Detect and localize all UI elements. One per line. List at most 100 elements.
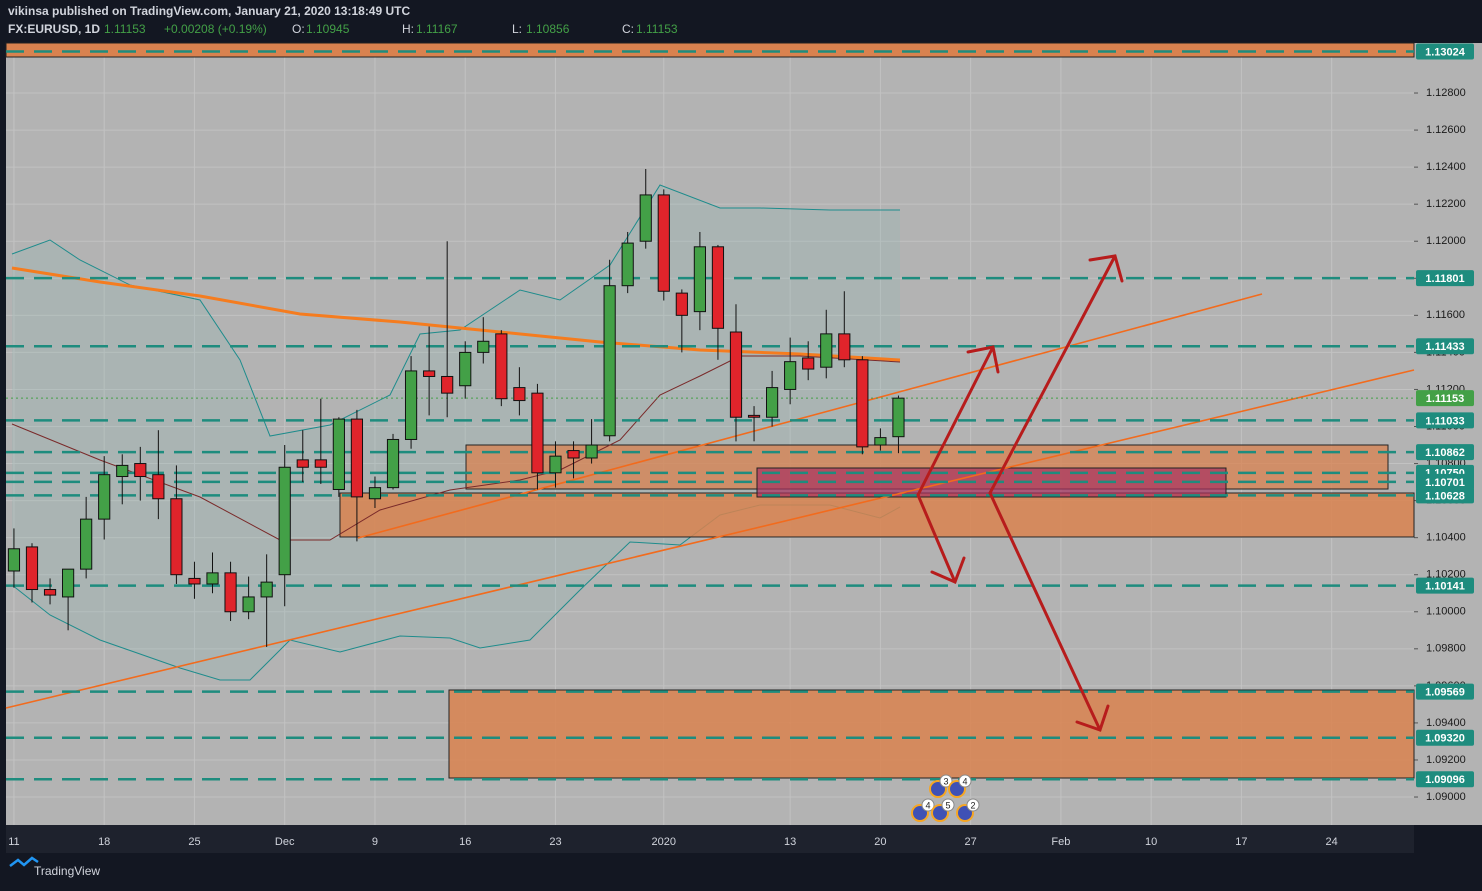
y-tick-label: 1.12600 — [1426, 124, 1466, 136]
ohlc-key: C: — [622, 22, 634, 36]
event-badge — [921, 798, 935, 812]
level-tag — [1416, 771, 1474, 788]
candle-body — [657, 194, 670, 292]
events: 3 4 4 5 2 — [911, 774, 980, 822]
candle-body — [567, 450, 580, 459]
price: 1.11153 — [104, 22, 146, 36]
candle-body — [98, 474, 111, 520]
candle-body — [25, 546, 39, 591]
x-tick-label: 2020 — [652, 836, 676, 848]
candle-body — [549, 455, 562, 474]
candle-body — [170, 498, 183, 576]
candle-body — [152, 474, 165, 500]
event-count: 5 — [945, 800, 950, 810]
candle-body — [260, 581, 273, 598]
y-tick-label: 1.10200 — [1426, 569, 1466, 581]
x-tick-label: 18 — [98, 836, 110, 848]
levels — [6, 50, 1414, 781]
candle-body — [224, 572, 237, 613]
symbol: FX:EURUSD, 1D — [8, 22, 100, 36]
moving-average-200 — [11, 266, 901, 362]
candle-body — [188, 577, 201, 585]
zones — [5, 42, 1415, 779]
candle-body — [242, 596, 255, 613]
candle-body — [802, 357, 815, 370]
y-tick-label: 1.12400 — [1426, 161, 1466, 173]
level-label: 1.09096 — [1425, 774, 1465, 786]
event-count: 4 — [962, 776, 967, 786]
candle-body — [314, 459, 327, 468]
brand: TradingView — [34, 864, 100, 878]
level-label: 1.10701 — [1425, 477, 1465, 489]
last-price-label: 1.11153 — [1426, 393, 1465, 405]
y-tick-label: 1.09400 — [1426, 717, 1466, 729]
candle-body — [495, 333, 508, 400]
y-tick-label: 1.11600 — [1426, 309, 1465, 321]
candle-body — [296, 459, 309, 468]
ohlc-value: 1.10945 — [306, 22, 350, 36]
level-label: 1.11801 — [1425, 273, 1464, 285]
arrow — [916, 345, 1000, 497]
ohlc-value: 1.10856 — [526, 22, 570, 36]
candle-body — [513, 387, 526, 402]
candle-body — [874, 437, 887, 446]
candle-body — [639, 194, 652, 242]
level-label: 1.10862 — [1425, 447, 1465, 459]
arrow — [988, 254, 1124, 495]
trend-line — [357, 293, 1263, 539]
candle-body — [856, 359, 869, 448]
grid: 1.12800 1.12600 1.12400 1.12200 1.12000 1.118… — [6, 43, 1466, 825]
event-count: 3 — [943, 776, 948, 786]
candle-body — [441, 375, 454, 394]
x-tick-label: 24 — [1326, 836, 1338, 848]
zone — [5, 42, 1415, 58]
candle-body — [423, 370, 436, 377]
candle-body — [531, 392, 544, 474]
event-badge — [941, 798, 955, 812]
candle-body — [693, 246, 706, 313]
x-tick-label: 27 — [965, 836, 977, 848]
zone — [448, 689, 1415, 779]
x-tick-label: Feb — [1051, 836, 1070, 848]
candle-body — [838, 333, 851, 361]
candle-body — [116, 464, 129, 478]
y-tick-label: 1.09000 — [1426, 791, 1466, 803]
candle-body — [80, 518, 93, 570]
level-tag — [1416, 729, 1474, 746]
candle-body — [729, 331, 743, 418]
candle-body — [892, 397, 905, 438]
candle-body — [134, 463, 147, 478]
candle-body — [404, 370, 418, 440]
y-tick-label: 1.10400 — [1426, 532, 1466, 544]
ohlc-value: 1.11153 — [636, 22, 678, 36]
level-label: 1.11433 — [1425, 341, 1464, 353]
x-tick-label: 23 — [549, 836, 561, 848]
level-label: 1.13024 — [1425, 46, 1466, 58]
moving-average-20 — [11, 355, 901, 541]
ohlc-value: 1.11167 — [416, 22, 458, 36]
candle-body — [7, 548, 21, 572]
y-tick-label: 1.12800 — [1426, 87, 1466, 99]
candle-body — [820, 333, 833, 368]
candle-body — [350, 418, 364, 498]
candle-body — [206, 572, 219, 585]
event-count: 4 — [925, 800, 930, 810]
candle-body — [711, 246, 725, 329]
event-count: 2 — [970, 800, 975, 810]
candle-body — [477, 340, 490, 353]
arrows — [916, 254, 1124, 732]
candle-body — [43, 589, 57, 596]
x-tick-label: 9 — [372, 836, 378, 848]
ohlc-key: O: — [292, 22, 305, 36]
level-tag — [1416, 270, 1474, 287]
last-price-tag — [1416, 390, 1474, 407]
candle-body — [675, 292, 688, 316]
x-tick-label: 20 — [874, 836, 886, 848]
y-tick-label: 1.09200 — [1426, 754, 1466, 766]
x-tick-label: 17 — [1235, 836, 1247, 848]
candle-body — [766, 387, 779, 418]
candle-body — [332, 418, 345, 490]
ohlc-key: H: — [402, 22, 414, 36]
candles — [7, 168, 905, 647]
